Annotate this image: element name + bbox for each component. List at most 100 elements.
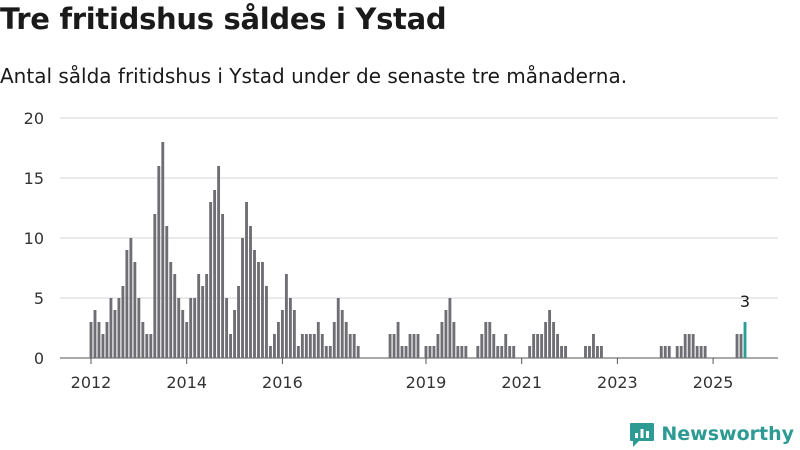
- bar: [476, 346, 480, 358]
- bar: [548, 310, 552, 358]
- bar: [667, 346, 671, 358]
- bar: [444, 310, 448, 358]
- bar: [496, 346, 500, 358]
- highlight-value-label: 3: [740, 292, 750, 311]
- bar: [675, 346, 679, 358]
- chart-subtitle: Antal sålda fritidshus i Ystad under de …: [0, 64, 628, 88]
- bar: [241, 238, 244, 358]
- bar: [464, 346, 468, 358]
- bar: [97, 322, 101, 358]
- bar: [356, 346, 360, 358]
- bar: [280, 310, 284, 358]
- bar: [284, 274, 288, 358]
- bar: [508, 346, 512, 358]
- bar: [408, 334, 412, 358]
- bar: [392, 334, 396, 358]
- y-tick-label: 15: [24, 169, 44, 188]
- bar: [564, 346, 567, 358]
- bar: [177, 298, 181, 358]
- y-tick-label: 5: [34, 289, 44, 308]
- bar: [584, 346, 587, 358]
- bar: [480, 334, 484, 358]
- bar: [316, 322, 320, 358]
- bar: [424, 346, 428, 358]
- x-tick-label: 2014: [166, 373, 207, 392]
- bar: [412, 334, 416, 358]
- bar: [695, 346, 699, 358]
- bar: [93, 310, 97, 358]
- bar: [452, 322, 456, 358]
- bar: [492, 334, 496, 358]
- bar: [173, 274, 177, 358]
- bar: [324, 346, 328, 358]
- bar-highlight: [743, 322, 747, 358]
- bar: [225, 298, 229, 358]
- bar: [404, 346, 408, 358]
- bar: [739, 334, 743, 358]
- bar: [663, 346, 667, 358]
- bar: [532, 334, 536, 358]
- bar: [273, 334, 276, 358]
- y-tick-label: 10: [24, 229, 44, 248]
- bar: [683, 334, 687, 358]
- bar: [288, 298, 292, 358]
- bar: [121, 286, 125, 358]
- bar: [157, 166, 161, 358]
- bar: [117, 298, 121, 358]
- bar: [440, 322, 444, 358]
- bar: [257, 262, 260, 358]
- y-tick-label: 20: [24, 109, 44, 128]
- bar: [304, 334, 308, 358]
- bar: [165, 226, 169, 358]
- bar: [540, 334, 544, 358]
- bar: [193, 298, 197, 358]
- bar: [221, 214, 225, 358]
- bar: [659, 346, 663, 358]
- bars: [89, 142, 747, 358]
- bar: [600, 346, 603, 358]
- bar: [432, 346, 436, 358]
- brand-name: Newsworthy: [661, 423, 794, 445]
- bar: [544, 322, 548, 358]
- bar: [332, 322, 336, 358]
- bar: [703, 346, 707, 358]
- bar: [261, 262, 264, 358]
- bar: [416, 334, 420, 358]
- bar: [197, 274, 201, 358]
- bar: [679, 346, 683, 358]
- bar: [336, 298, 340, 358]
- bar: [105, 322, 109, 358]
- x-axis: 2012 2014 2016 2019 2021 2023 2025: [71, 358, 734, 392]
- bar: [101, 334, 105, 358]
- bar: [328, 346, 332, 358]
- bar: [237, 286, 240, 358]
- bar: [456, 346, 460, 358]
- bar: [209, 202, 213, 358]
- bar: [344, 322, 348, 358]
- bar: [320, 334, 324, 358]
- bar: [201, 286, 205, 358]
- bar: [312, 334, 316, 358]
- bar: [292, 310, 296, 358]
- bar: [300, 334, 304, 358]
- bar: [245, 202, 248, 358]
- bar: [296, 346, 300, 358]
- bar: [588, 346, 591, 358]
- annotations: 3: [740, 292, 750, 311]
- bar: [229, 334, 233, 358]
- bar: [460, 346, 464, 358]
- bar: [181, 310, 185, 358]
- bar: [340, 310, 344, 358]
- x-tick-label: 2025: [693, 373, 734, 392]
- bar: [185, 322, 189, 358]
- bar: [133, 262, 137, 358]
- bar: [556, 334, 560, 358]
- bar: [205, 274, 209, 358]
- bar: [253, 250, 256, 358]
- bar: [488, 322, 492, 358]
- bar: [213, 190, 217, 358]
- brand-logo: Newsworthy: [629, 420, 794, 448]
- bar: [89, 322, 93, 358]
- bar: [512, 346, 516, 358]
